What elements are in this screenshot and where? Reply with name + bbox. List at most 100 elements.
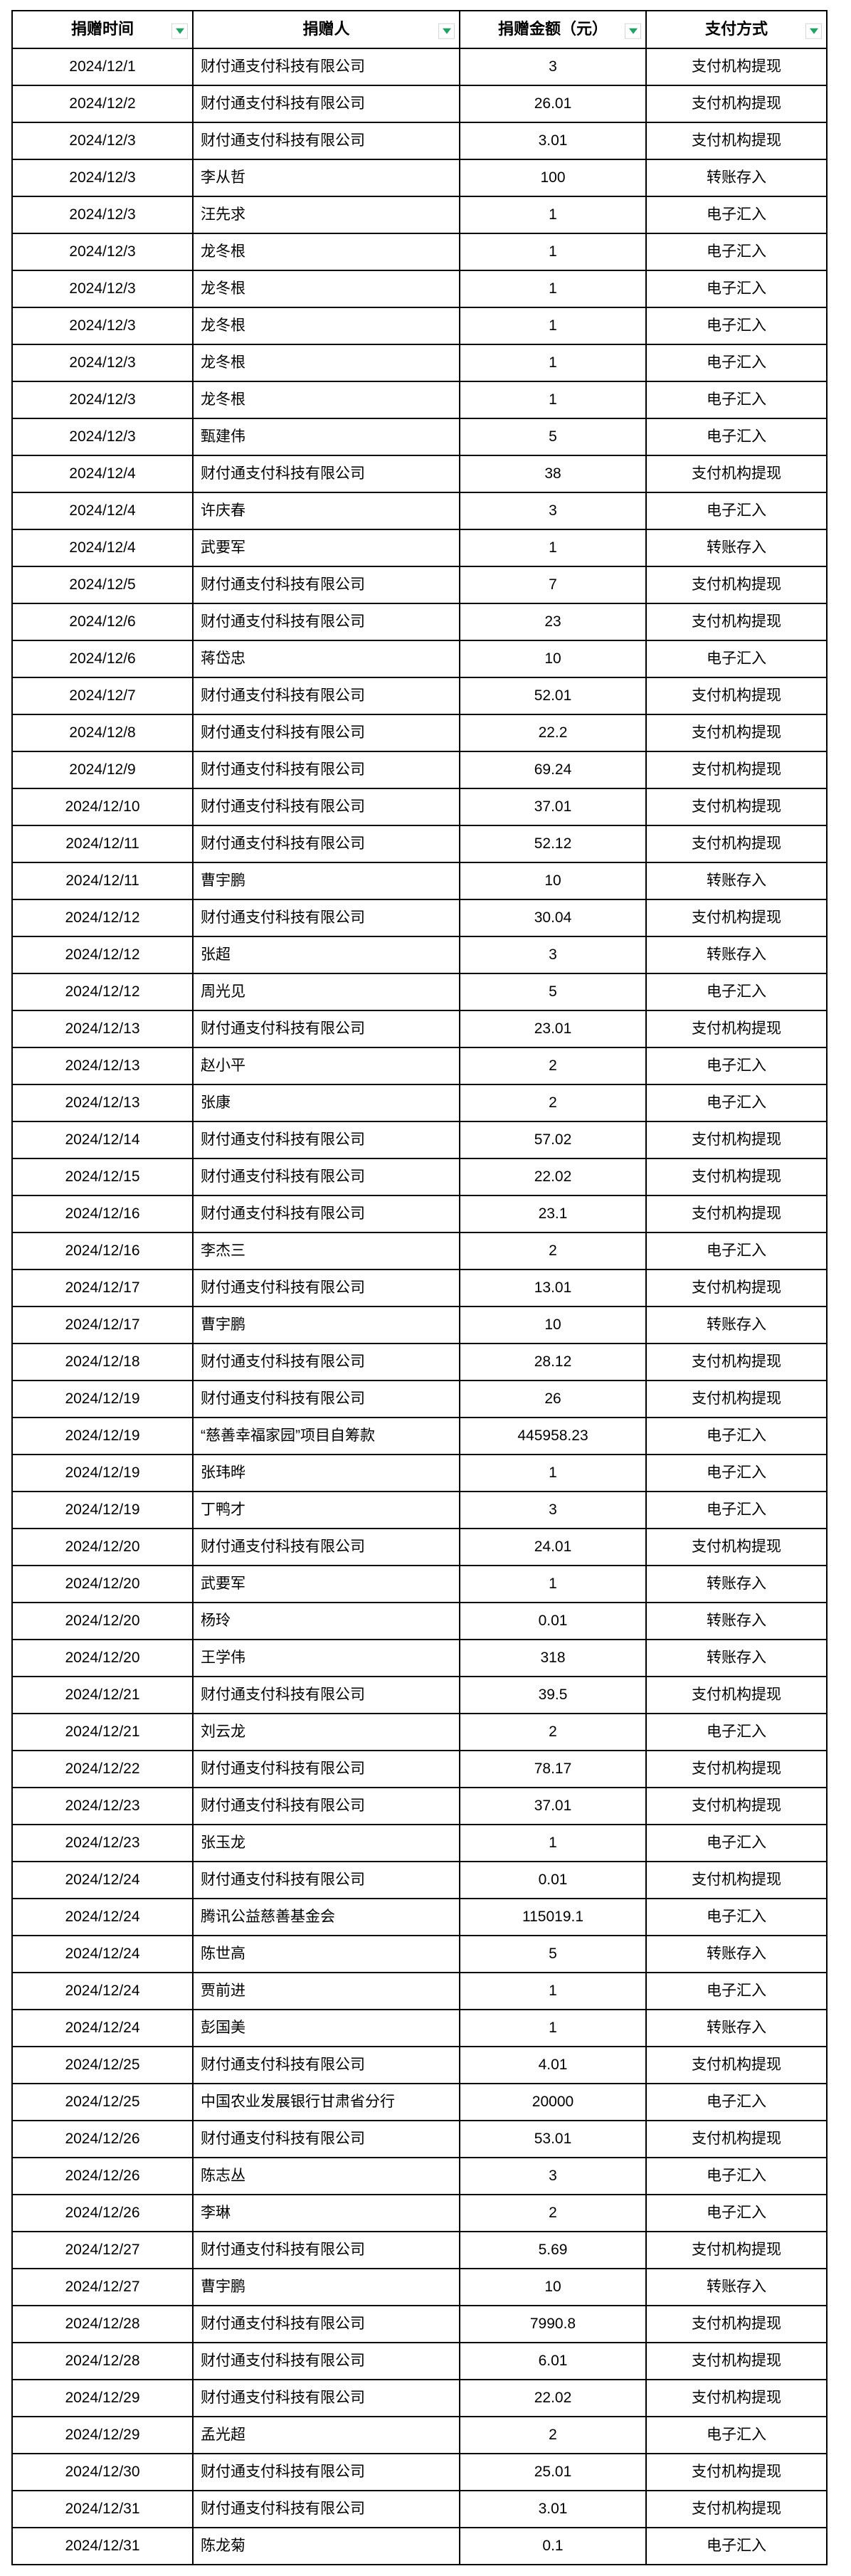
table-row: 2024/12/29 孟光超 2 电子汇入 xyxy=(11,2416,828,2454)
column-header-label: 支付方式 xyxy=(704,20,768,38)
amount-cell: 7 xyxy=(459,566,647,604)
donation-date-cell: 2024/12/3 xyxy=(11,233,194,271)
table-row: 2024/12/3 龙冬根 1 电子汇入 xyxy=(11,233,828,271)
table-row: 2024/12/26 陈志丛 3 电子汇入 xyxy=(11,2157,828,2195)
donation-date-cell: 2024/12/20 xyxy=(11,1565,194,1603)
amount-cell: 1 xyxy=(459,1565,647,1603)
amount-cell: 1 xyxy=(459,1824,647,1862)
payment-method-cell: 电子汇入 xyxy=(645,640,828,678)
table-row: 2024/12/11 财付通支付科技有限公司 52.12 支付机构提现 xyxy=(11,825,828,863)
payment-method-cell: 支付机构提现 xyxy=(645,2046,828,2084)
table-row: 2024/12/3 龙冬根 1 电子汇入 xyxy=(11,381,828,419)
filter-dropdown-button-amount[interactable] xyxy=(625,23,641,39)
donation-date-cell: 2024/12/27 xyxy=(11,2231,194,2269)
table-row: 2024/12/3 龙冬根 1 电子汇入 xyxy=(11,344,828,382)
amount-cell: 52.12 xyxy=(459,825,647,863)
amount-cell: 5 xyxy=(459,418,647,456)
payment-method-cell: 转账存入 xyxy=(645,2268,828,2306)
donation-date-cell: 2024/12/24 xyxy=(11,1935,194,1973)
payment-method-cell: 支付机构提现 xyxy=(645,1010,828,1048)
table-row: 2024/12/3 龙冬根 1 电子汇入 xyxy=(11,307,828,345)
donation-date-cell: 2024/12/20 xyxy=(11,1528,194,1566)
donation-table: 捐赠时间 捐赠人 捐赠金额（元） 支付方式 2024/12/1 财付通支付科技有限公司 3… xyxy=(11,10,828,2565)
amount-cell: 22.02 xyxy=(459,1158,647,1196)
amount-cell: 10 xyxy=(459,640,647,678)
amount-cell: 3 xyxy=(459,2157,647,2195)
donation-date-cell: 2024/12/24 xyxy=(11,1861,194,1899)
amount-cell: 3 xyxy=(459,936,647,974)
donation-date-cell: 2024/12/6 xyxy=(11,603,194,641)
donor-cell: 张玉龙 xyxy=(192,1824,460,1862)
donation-date-cell: 2024/12/26 xyxy=(11,2120,194,2158)
amount-cell: 5 xyxy=(459,1935,647,1973)
donor-cell: 龙冬根 xyxy=(192,381,460,419)
payment-method-cell: 支付机构提现 xyxy=(645,714,828,752)
amount-cell: 0.1 xyxy=(459,2527,647,2565)
amount-cell: 1 xyxy=(459,307,647,345)
amount-cell: 57.02 xyxy=(459,1121,647,1159)
donor-cell: “慈善幸福家园”项目自筹款 xyxy=(192,1417,460,1455)
donor-cell: 财付通支付科技有限公司 xyxy=(192,1343,460,1381)
payment-method-cell: 支付机构提现 xyxy=(645,85,828,123)
table-row: 2024/12/9 财付通支付科技有限公司 69.24 支付机构提现 xyxy=(11,751,828,789)
amount-cell: 53.01 xyxy=(459,2120,647,2158)
amount-cell: 13.01 xyxy=(459,1269,647,1307)
table-row: 2024/12/3 汪先求 1 电子汇入 xyxy=(11,196,828,234)
donation-date-cell: 2024/12/17 xyxy=(11,1269,194,1307)
table-row: 2024/12/24 贾前进 1 电子汇入 xyxy=(11,1972,828,2010)
donor-cell: 张超 xyxy=(192,936,460,974)
donation-date-cell: 2024/12/3 xyxy=(11,270,194,308)
donor-cell: 财付通支付科技有限公司 xyxy=(192,2120,460,2158)
payment-method-cell: 支付机构提现 xyxy=(645,899,828,937)
donation-date-cell: 2024/12/21 xyxy=(11,1676,194,1714)
donation-date-cell: 2024/12/4 xyxy=(11,455,194,493)
amount-cell: 22.2 xyxy=(459,714,647,752)
payment-method-cell: 电子汇入 xyxy=(645,1454,828,1492)
filter-dropdown-button-donor[interactable] xyxy=(438,23,455,39)
donation-records-table: 捐赠时间 捐赠人 捐赠金额（元） 支付方式 2024/12/1 财付通支付科技有限公司 3… xyxy=(11,10,828,2565)
payment-method-cell: 支付机构提现 xyxy=(645,788,828,826)
payment-method-cell: 支付机构提现 xyxy=(645,1528,828,1566)
donation-date-cell: 2024/12/1 xyxy=(11,48,194,86)
table-row: 2024/12/2 财付通支付科技有限公司 26.01 支付机构提现 xyxy=(11,85,828,123)
amount-cell: 0.01 xyxy=(459,1861,647,1899)
donation-date-cell: 2024/12/9 xyxy=(11,751,194,789)
payment-method-cell: 电子汇入 xyxy=(645,2194,828,2232)
payment-method-cell: 支付机构提现 xyxy=(645,1269,828,1307)
donor-cell: 孟光超 xyxy=(192,2416,460,2454)
table-row: 2024/12/14 财付通支付科技有限公司 57.02 支付机构提现 xyxy=(11,1121,828,1159)
table-row: 2024/12/17 曹宇鹏 10 转账存入 xyxy=(11,1306,828,1344)
amount-cell: 4.01 xyxy=(459,2046,647,2084)
payment-method-cell: 电子汇入 xyxy=(645,196,828,234)
payment-method-cell: 转账存入 xyxy=(645,1306,828,1344)
donation-date-cell: 2024/12/10 xyxy=(11,788,194,826)
table-row: 2024/12/19 财付通支付科技有限公司 26 支付机构提现 xyxy=(11,1380,828,1418)
table-row: 2024/12/8 财付通支付科技有限公司 22.2 支付机构提现 xyxy=(11,714,828,752)
payment-method-cell: 转账存入 xyxy=(645,529,828,567)
payment-method-cell: 电子汇入 xyxy=(645,1824,828,1862)
donor-cell: 曹宇鹏 xyxy=(192,862,460,900)
donor-cell: 财付通支付科技有限公司 xyxy=(192,2305,460,2343)
donation-date-cell: 2024/12/20 xyxy=(11,1639,194,1677)
donor-cell: 财付通支付科技有限公司 xyxy=(192,48,460,86)
amount-cell: 2 xyxy=(459,1084,647,1122)
payment-method-cell: 转账存入 xyxy=(645,159,828,197)
donation-date-cell: 2024/12/12 xyxy=(11,936,194,974)
payment-method-cell: 电子汇入 xyxy=(645,1417,828,1455)
table-row: 2024/12/20 杨玲 0.01 转账存入 xyxy=(11,1602,828,1640)
table-row: 2024/12/21 财付通支付科技有限公司 39.5 支付机构提现 xyxy=(11,1676,828,1714)
donation-date-cell: 2024/12/12 xyxy=(11,899,194,937)
amount-cell: 1 xyxy=(459,2009,647,2047)
donation-date-cell: 2024/12/3 xyxy=(11,159,194,197)
donor-cell: 财付通支付科技有限公司 xyxy=(192,1380,460,1418)
donation-date-cell: 2024/12/19 xyxy=(11,1417,194,1455)
amount-cell: 3.01 xyxy=(459,122,647,160)
chevron-down-icon xyxy=(175,28,184,34)
table-row: 2024/12/12 周光见 5 电子汇入 xyxy=(11,973,828,1011)
donor-cell: 财付通支付科技有限公司 xyxy=(192,1010,460,1048)
filter-dropdown-button-donation-time[interactable] xyxy=(171,23,188,39)
donation-date-cell: 2024/12/19 xyxy=(11,1454,194,1492)
donation-date-cell: 2024/12/26 xyxy=(11,2194,194,2232)
donor-cell: 财付通支付科技有限公司 xyxy=(192,2231,460,2269)
filter-dropdown-button-payment-method[interactable] xyxy=(805,23,822,39)
